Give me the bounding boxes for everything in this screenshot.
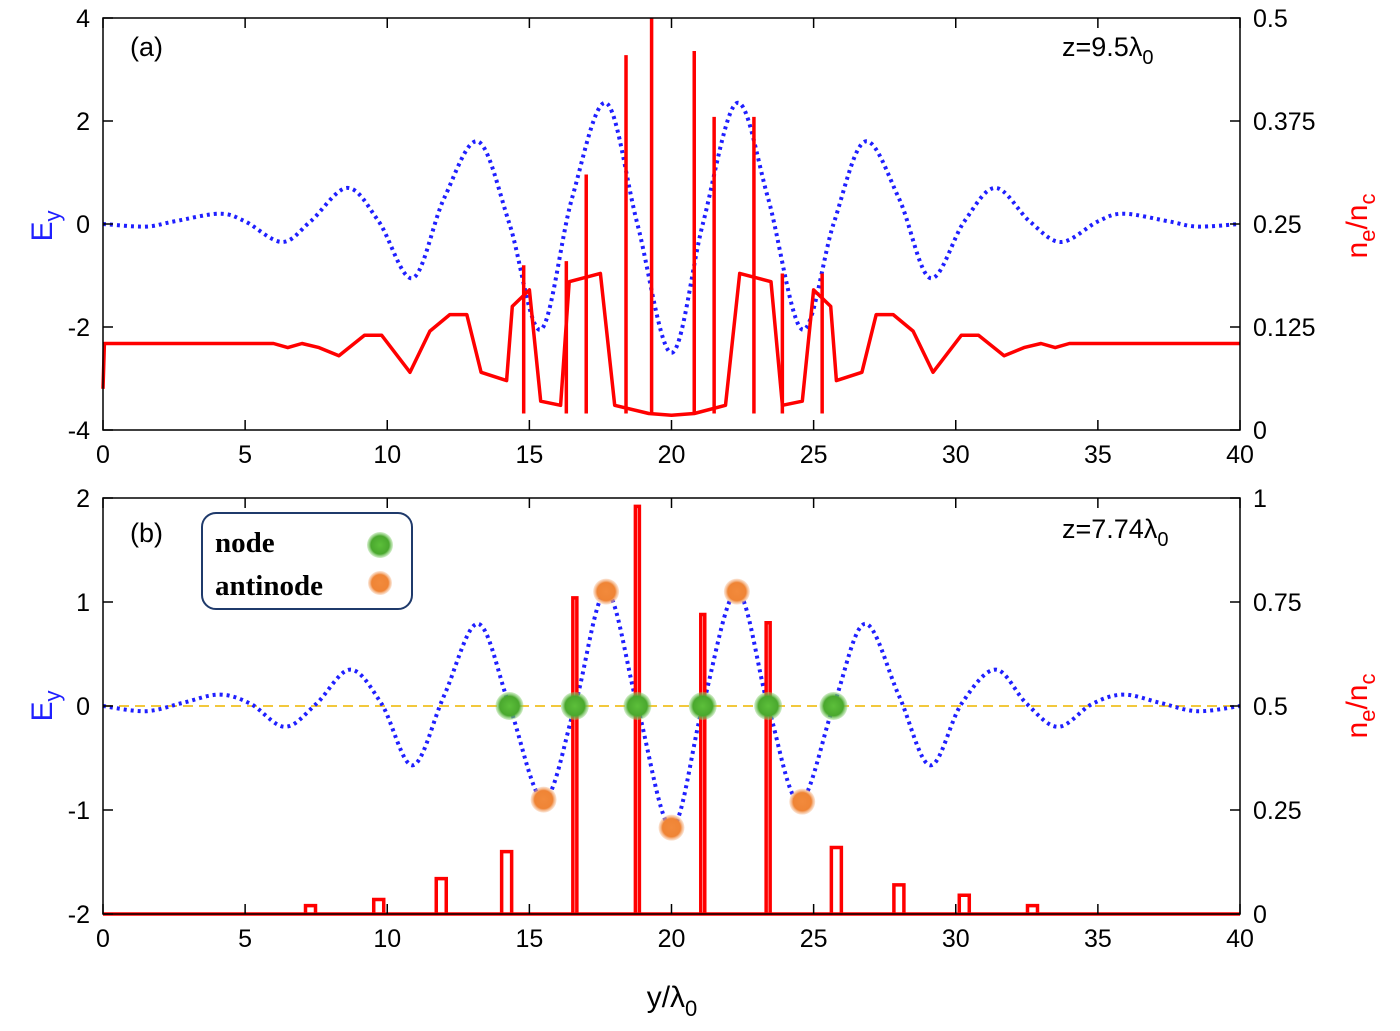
panel-a-frame bbox=[102, 17, 1241, 431]
panel-a-ey-series bbox=[102, 101, 1241, 355]
legend-node-label: node bbox=[215, 527, 275, 559]
panel-a-left-tick-label: 2 bbox=[76, 108, 90, 136]
panel-b-x-tick-label: 0 bbox=[96, 925, 110, 953]
panel-b-density-spike bbox=[303, 903, 318, 914]
panel-b-x-tick-label: 25 bbox=[800, 925, 828, 953]
x-axis-label: y/λ0 bbox=[647, 981, 698, 1021]
panel-b-left-axis-label: Ey bbox=[26, 690, 65, 721]
panel-b-left-ticks: 2 1 0 -1 -2 bbox=[68, 485, 113, 929]
legend-antinode-label: antinode bbox=[215, 570, 323, 602]
panel-a-ey-line bbox=[102, 101, 1241, 355]
panel-a-left-ticks: 4 2 0 -2 -4 bbox=[68, 5, 113, 445]
panel-b-left-tick-label: -2 bbox=[68, 901, 90, 929]
panel-a-x-tick-label: 35 bbox=[1084, 441, 1112, 469]
node-marker bbox=[688, 692, 717, 720]
panel-b-left-tick-label: 1 bbox=[76, 589, 90, 617]
panel-b-left-tick-label: 0 bbox=[76, 693, 90, 721]
panel-b-x-tick-label: 40 bbox=[1226, 925, 1254, 953]
antinode-marker bbox=[658, 814, 685, 841]
legend-box bbox=[201, 512, 413, 610]
panel-b-density-spike bbox=[829, 845, 844, 914]
panel-b-density-spike bbox=[371, 897, 386, 914]
panel-b-right-ticks: 1 0.75 0.5 0.25 0 bbox=[1230, 485, 1302, 929]
panel-b-annotation: z=7.74λ0 bbox=[1062, 514, 1168, 551]
panel-a-x-tick-label: 10 bbox=[373, 441, 401, 469]
panel-b-ey-series bbox=[102, 589, 1241, 830]
panel-a-right-axis-label: ne/nc bbox=[1341, 194, 1380, 259]
panel-b-x-tick-label: 5 bbox=[238, 925, 252, 953]
panel-a-annotation: z=9.5λ0 bbox=[1062, 32, 1153, 69]
panel-a-x-tick-label: 5 bbox=[238, 441, 252, 469]
panel-a-left-axis-label: Ey bbox=[26, 210, 65, 241]
antinode-marker bbox=[723, 578, 750, 605]
panel-b-density-spike bbox=[892, 883, 906, 914]
panel-b-label: (b) bbox=[130, 518, 163, 548]
panel-b-left-tick-label: -1 bbox=[68, 797, 90, 825]
panel-a-x-tick-label: 20 bbox=[658, 441, 686, 469]
panel-a-left-tick-label: 0 bbox=[76, 211, 90, 239]
panel-b-ey-line bbox=[102, 589, 1241, 830]
panel-b-markers bbox=[495, 578, 848, 841]
panel-b-right-tick-label: 0.75 bbox=[1253, 589, 1302, 617]
panel-a-right-tick-label: 0.5 bbox=[1253, 5, 1288, 33]
panel-b-x-tick-label: 30 bbox=[942, 925, 970, 953]
panel-a: 0 5 10 15 20 25 30 35 40 420-2-4 0.50.3750.250.1… bbox=[26, 5, 1380, 469]
panel-a-right-ticks: 0.5 0.375 0.25 0.125 0 bbox=[1230, 5, 1316, 445]
panel-b-right-tick-label: 1 bbox=[1253, 485, 1267, 513]
panel-a-x-tick-label: 40 bbox=[1226, 441, 1254, 469]
antinode-marker bbox=[593, 578, 620, 605]
panel-b-left-tick-label: 2 bbox=[76, 485, 90, 513]
panel-a-density-series bbox=[101, 18, 1240, 417]
panel-b-density-spike bbox=[1025, 903, 1040, 914]
panel-b-density-spike bbox=[764, 621, 772, 914]
panel-b-x-tick-label: 20 bbox=[658, 925, 686, 953]
panel-a-right-tick-label: 0.375 bbox=[1253, 108, 1316, 136]
panel-a-right-tick-label: 0.125 bbox=[1253, 314, 1316, 342]
node-marker bbox=[623, 692, 652, 720]
panel-a-x-tick-label: 0 bbox=[96, 441, 110, 469]
panel-a-right-tick-label: 0.25 bbox=[1253, 211, 1302, 239]
panel-a-density-line bbox=[101, 271, 1240, 417]
panel-b-x-tick-label: 15 bbox=[515, 925, 543, 953]
panel-b-right-tick-label: 0.5 bbox=[1253, 693, 1288, 721]
panel-b-density-spike bbox=[434, 876, 449, 914]
panel-b-x-tick-label: 35 bbox=[1084, 925, 1112, 953]
panel-a-left-tick-label: -2 bbox=[68, 314, 90, 342]
panel-a-left-tick-label: 4 bbox=[76, 5, 90, 33]
node-marker bbox=[495, 692, 524, 720]
antinode-marker bbox=[530, 786, 557, 813]
panel-a-left-tick-label: -4 bbox=[68, 417, 90, 445]
node-marker bbox=[560, 692, 589, 720]
legend-node-marker bbox=[367, 532, 393, 558]
panel-b-x-tick-label: 10 bbox=[373, 925, 401, 953]
panel-b-density-spike bbox=[499, 849, 514, 914]
panel-b: 0 5 10 15 20 25 30 35 40 210-1-2 10.750.50.250 (… bbox=[26, 485, 1380, 1021]
panel-b-density-spike bbox=[699, 612, 707, 914]
panel-b-x-ticks: 0 5 10 15 20 25 30 35 40 bbox=[96, 498, 1254, 953]
panel-a-x-tick-label: 15 bbox=[515, 441, 543, 469]
panel-a-x-tick-label: 30 bbox=[942, 441, 970, 469]
panel-b-density-spike bbox=[957, 893, 972, 914]
legend: node antinode bbox=[201, 512, 413, 610]
panel-a-label: (a) bbox=[130, 32, 163, 62]
antinode-marker bbox=[789, 788, 816, 815]
node-marker bbox=[819, 692, 848, 720]
panel-a-right-tick-label: 0 bbox=[1253, 417, 1267, 445]
panel-b-right-tick-label: 0 bbox=[1253, 901, 1267, 929]
panel-a-x-tick-label: 25 bbox=[800, 441, 828, 469]
panel-b-density-spike bbox=[571, 596, 579, 914]
panel-b-right-tick-label: 0.25 bbox=[1253, 797, 1302, 825]
node-marker bbox=[754, 692, 783, 720]
panel-b-right-axis-label: ne/nc bbox=[1341, 674, 1380, 739]
legend-antinode-marker bbox=[368, 571, 392, 595]
panel-a-x-ticks: 0 5 10 15 20 25 30 35 40 bbox=[96, 18, 1254, 469]
